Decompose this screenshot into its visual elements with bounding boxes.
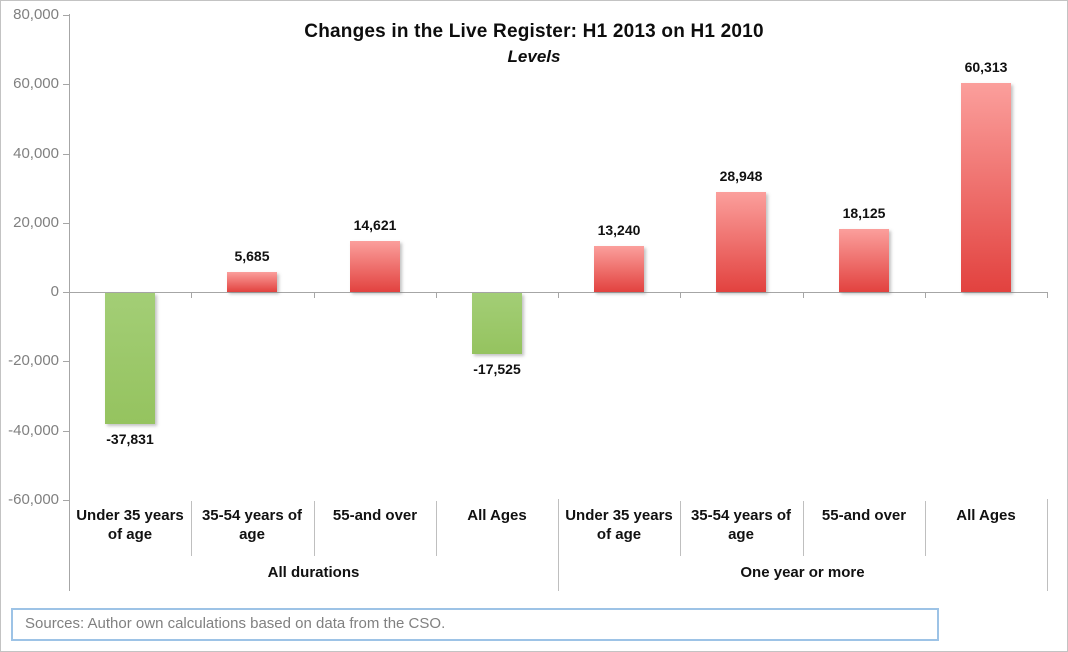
x-tick-mark	[925, 292, 926, 298]
y-tick-mark	[63, 430, 69, 432]
bar-value-label: 13,240	[597, 222, 641, 238]
x-tick-mark	[314, 292, 315, 298]
y-tick-label: 60,000	[13, 75, 59, 93]
category-label: All Ages	[956, 507, 1016, 524]
group-label: All durations	[267, 564, 360, 581]
y-tick-mark	[63, 84, 69, 86]
category-label: 55-and over	[332, 507, 418, 524]
category-label: All Ages	[467, 507, 527, 524]
bar-value-label: 18,125	[842, 205, 886, 221]
y-tick-label: -40,000	[8, 421, 59, 439]
bar	[350, 241, 400, 292]
x-tick-mark	[1047, 292, 1048, 298]
bar-value-label: 60,313	[964, 59, 1008, 75]
bar-value-label: -37,831	[106, 431, 154, 447]
bar	[839, 229, 889, 292]
category-separator	[314, 501, 315, 556]
bar	[472, 293, 522, 354]
bar	[105, 293, 155, 424]
category-separator	[925, 501, 926, 556]
category-separator	[803, 501, 804, 556]
chart-subtitle: Levels	[507, 47, 561, 66]
group-label: One year or more	[740, 564, 865, 581]
category-label: 35-54 years of age	[201, 507, 303, 543]
y-tick-label: -20,000	[8, 352, 59, 370]
bar	[961, 83, 1011, 292]
y-tick-mark	[63, 15, 69, 16]
bar-value-label: -17,525	[473, 361, 521, 377]
bar-value-label: 5,685	[234, 248, 270, 264]
y-tick-label: -60,000	[8, 490, 59, 508]
source-box: Sources: Author own calculations based o…	[11, 608, 939, 641]
x-tick-mark	[436, 292, 437, 298]
bar-value-label: 28,948	[719, 168, 763, 184]
bar	[594, 246, 644, 292]
x-tick-mark	[803, 292, 804, 298]
x-tick-mark	[191, 292, 192, 298]
bar	[227, 272, 277, 292]
y-tick-mark	[63, 153, 69, 155]
category-separator	[191, 501, 192, 556]
group-separator	[1047, 499, 1048, 591]
y-tick-label: 80,000	[13, 6, 59, 23]
y-tick-mark	[63, 499, 69, 501]
group-separator	[558, 499, 559, 591]
source-text: Sources: Author own calculations based o…	[25, 615, 446, 632]
y-tick-mark	[63, 361, 69, 363]
category-label: Under 35 years of age	[76, 507, 184, 543]
y-tick-label: 0	[50, 283, 59, 300]
category-label: Under 35 years of age	[565, 507, 673, 543]
chart-title: Changes in the Live Register: H1 2013 on…	[304, 21, 764, 42]
y-axis	[69, 14, 70, 591]
x-tick-mark	[69, 292, 70, 298]
y-tick-label: 40,000	[13, 144, 59, 162]
y-tick-mark	[63, 292, 69, 293]
category-separator	[680, 501, 681, 556]
category-separator	[436, 501, 437, 556]
bar-value-label: 14,621	[353, 217, 397, 233]
x-tick-mark	[558, 292, 559, 298]
y-tick-mark	[63, 222, 69, 224]
category-label: 55-and over	[821, 507, 907, 524]
category-label: 35-54 years of age	[690, 507, 792, 543]
bar	[716, 192, 766, 292]
x-tick-mark	[680, 292, 681, 298]
y-tick-label: 20,000	[13, 213, 59, 231]
